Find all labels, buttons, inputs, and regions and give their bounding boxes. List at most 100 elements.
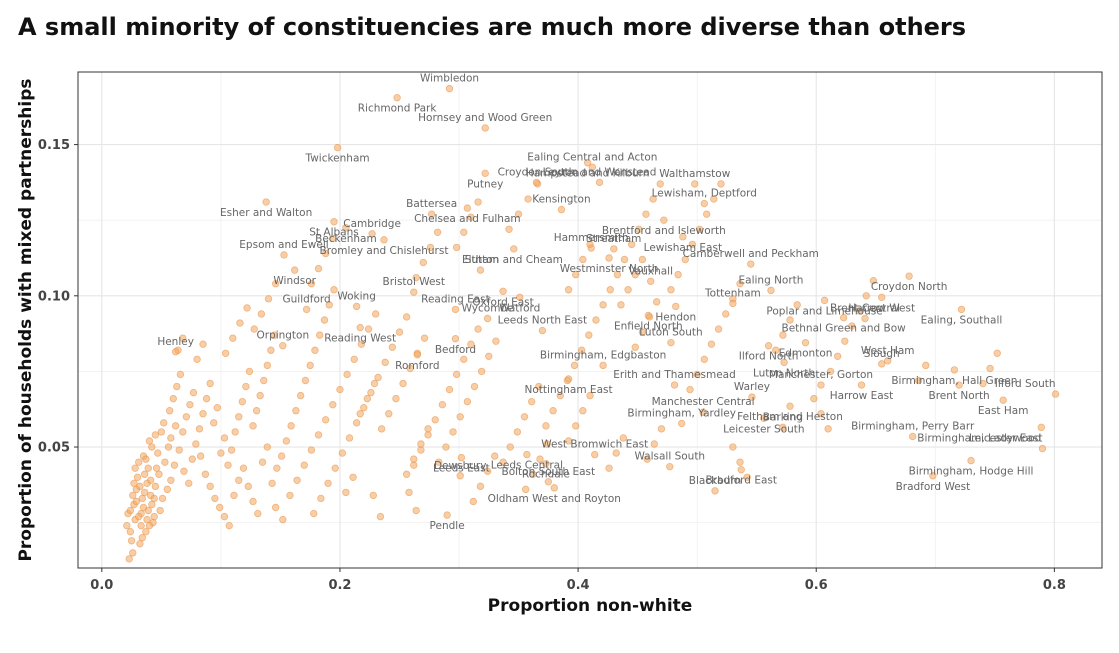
data-point [165,407,174,415]
point-label: Ealing, Southall [921,314,1003,326]
data-point [179,428,187,436]
data-point [136,482,144,491]
data-point [624,286,632,294]
data-point [148,443,156,451]
data-point [293,476,301,484]
data-point [186,400,194,409]
point-label: Bradford East [705,475,777,487]
labeled-data-point [583,159,592,167]
labeled-data-point [380,236,388,244]
data-point [449,428,457,436]
data-point [406,364,414,373]
data-point [129,491,137,500]
labeled-data-point [564,375,573,383]
data-point [700,355,709,364]
data-point [343,370,351,379]
data-point [417,440,425,448]
data-point [161,458,169,466]
data-point [169,394,177,403]
data-point [410,461,418,469]
data-point [862,292,870,300]
data-point [922,361,930,370]
point-label: Manchester Central [652,396,755,408]
data-point [144,464,152,472]
data-point [460,355,468,364]
labeled-data-point [883,357,892,365]
data-point [330,286,338,294]
data-point [145,521,154,530]
point-label: West Ham [861,345,915,357]
point-label: Bedford [435,344,476,356]
data-point [505,225,513,233]
data-point [688,240,697,249]
labeled-data-point [666,462,674,471]
data-point [154,449,162,457]
labeled-data-point [588,163,597,171]
data-point [140,470,149,478]
labeled-data-point [550,484,558,492]
point-label: Sutton and Cheam [465,254,563,266]
labeled-data-point [510,245,518,253]
data-point [452,370,461,379]
labeled-data-point [427,210,436,218]
point-label: Richmond Park [358,103,438,115]
data-point [474,198,482,206]
labeled-data-point [443,511,451,519]
point-label: Lewisham East [644,242,722,254]
point-label: Reading East [421,293,490,305]
labeled-data-point [280,251,288,259]
labeled-data-point [878,360,886,368]
data-point [717,180,725,188]
data-point [377,425,386,433]
labeled-data-point [393,94,401,102]
point-label: Poplar and Limehouse [766,305,882,317]
point-label: Putney [467,178,503,190]
labeled-data-point [481,169,489,178]
data-point [817,410,825,418]
point-label: Woking [337,290,376,302]
labeled-data-point [691,180,699,188]
data-point [220,512,229,521]
data-point [350,355,358,364]
data-point [524,195,532,203]
data-point [316,331,324,339]
labeled-data-point [262,198,270,206]
point-label: Wimbledon [420,73,479,85]
point-label: Bradford West [896,481,971,493]
point-label: Birmingham, Ladywood [917,432,1041,444]
data-point [211,494,219,503]
x-tick-label: 0.0 [90,578,113,593]
points-layer [123,84,1060,563]
labeled-data-point [356,323,364,332]
labeled-data-point [476,266,485,274]
labeled-data-point [557,205,566,214]
data-point [349,473,357,481]
point-label: Hampstead and Kilburn [526,168,650,180]
data-point [314,431,323,439]
data-point [126,506,135,515]
point-label: Lewisham, Deptford [652,188,757,200]
point-label: Westminster North [560,263,659,275]
data-point [527,397,536,406]
data-point [652,298,661,306]
point-label: Hammersmith [554,232,629,244]
point-label: Wycombe [462,302,514,314]
data-point [263,443,272,451]
data-point [649,195,657,203]
point-label: Bethnal Green and Bow [782,323,907,335]
data-point [426,243,435,252]
chart-title: A small minority of constituencies are m… [18,13,966,41]
labeled-data-point [779,423,787,432]
data-point [442,443,450,451]
point-label: Edmonton [779,348,833,360]
labeled-data-point [905,272,913,280]
labeled-data-point [532,178,541,187]
data-point [374,373,382,382]
data-point [485,352,493,360]
data-point [145,437,154,445]
data-point [392,394,400,403]
data-point [635,225,643,233]
labeled-data-point [352,302,361,311]
data-point [619,434,628,442]
labeled-data-point [647,277,655,285]
